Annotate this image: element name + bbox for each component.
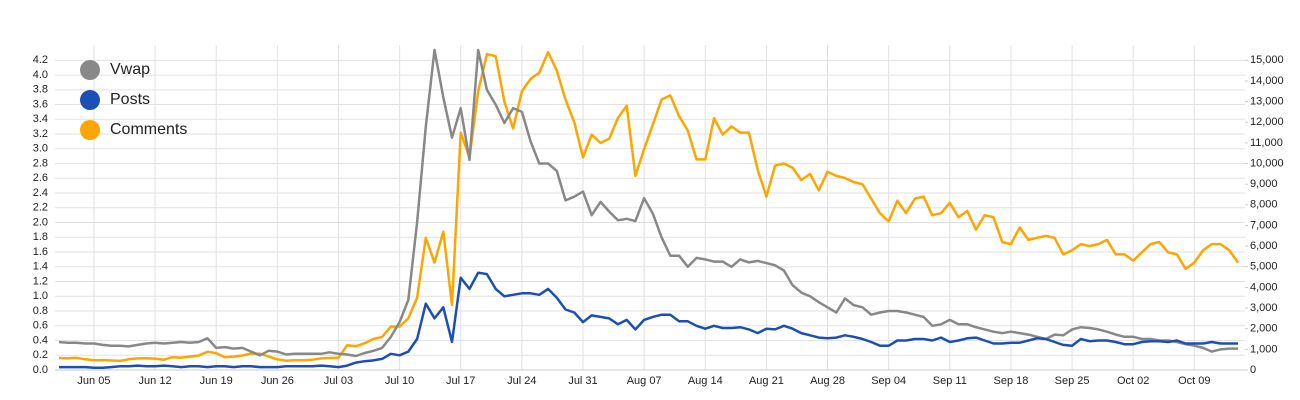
y-tick-label: 0.8 — [33, 305, 48, 317]
x-tick-label: Sep 25 — [1055, 375, 1090, 387]
y-tick-label: 3.8 — [33, 84, 48, 96]
x-tick-label: Sep 18 — [993, 375, 1028, 387]
y-tick-label: 1.2 — [33, 275, 48, 287]
y2-tick-label: 10,000 — [1250, 157, 1284, 169]
legend-label: Posts — [110, 91, 150, 108]
y-tick-label: 3.2 — [33, 128, 48, 140]
y-tick-label: 0.6 — [33, 320, 48, 332]
legend-marker — [80, 90, 100, 110]
y-tick-label: 1.4 — [33, 261, 48, 273]
x-tick-label: Jun 12 — [139, 375, 172, 387]
y2-tick-label: 8,000 — [1250, 199, 1278, 211]
y-tick-label: 1.6 — [33, 246, 48, 258]
y-tick-label: 2.8 — [33, 157, 48, 169]
y2-tick-label: 12,000 — [1250, 116, 1284, 128]
legend-label: Vwap — [110, 61, 150, 78]
x-tick-label: Sep 04 — [871, 375, 906, 387]
x-tick-label: Sep 11 — [933, 375, 967, 387]
series-line — [58, 48, 1238, 358]
y-tick-label: 3.6 — [33, 98, 48, 110]
x-tick-label: Jul 10 — [385, 375, 414, 387]
legend-marker — [80, 60, 100, 80]
y-tick-label: 1.0 — [33, 290, 48, 302]
x-tick-label: Jun 05 — [77, 375, 110, 387]
x-tick-label: Aug 07 — [627, 375, 662, 387]
y2-tick-label: 7,000 — [1250, 219, 1278, 231]
y2-tick-label: 0 — [1250, 364, 1256, 376]
x-tick-label: Jun 19 — [200, 375, 233, 387]
axes: 0.0 0.2 0.4 0.6 0.8 1.0 1.2 1.4 1.6 1.8 2.0 2.2 2.4 2… — [33, 54, 1284, 387]
y2-tick-label: 15,000 — [1250, 54, 1284, 66]
x-tick-label: Jul 31 — [568, 375, 597, 387]
y2-tick-label: 3,000 — [1250, 302, 1278, 314]
y2-tick-label: 6,000 — [1250, 240, 1278, 252]
y-tick-label: 2.2 — [33, 202, 48, 214]
y2-tick-label: 1,000 — [1250, 343, 1278, 355]
y-tick-label: 0.2 — [33, 349, 48, 361]
legend: Vwap Posts Comments — [80, 60, 187, 140]
y2-tick-label: 13,000 — [1250, 96, 1284, 108]
grid — [55, 45, 1245, 371]
y-tick-label: 0.0 — [33, 364, 48, 376]
y2-tick-label: 5,000 — [1250, 261, 1278, 273]
y-tick-label: 2.4 — [33, 187, 48, 199]
series-line — [59, 271, 1238, 370]
x-tick-label: Jul 03 — [324, 375, 353, 387]
x-tick-label: Aug 28 — [810, 375, 845, 387]
plot-area — [58, 48, 1240, 370]
legend-marker — [80, 120, 100, 140]
y-tick-label: 4.2 — [33, 54, 48, 66]
legend-label: Comments — [110, 121, 187, 138]
x-tick-label: Jun 26 — [261, 375, 294, 387]
y-tick-label: 2.0 — [33, 216, 48, 228]
y-tick-label: 3.0 — [33, 143, 48, 155]
x-tick-label: Aug 21 — [749, 375, 784, 387]
x-tick-label: Oct 09 — [1178, 375, 1210, 387]
y-tick-label: 0.4 — [33, 334, 48, 346]
x-tick-label: Jul 24 — [507, 375, 536, 387]
y-tick-label: 2.6 — [33, 172, 48, 184]
x-tick-label: Aug 14 — [688, 375, 723, 387]
x-tick-label: Oct 02 — [1117, 375, 1149, 387]
x-tick-label: Jul 17 — [446, 375, 475, 387]
y-tick-label: 1.8 — [33, 231, 48, 243]
y2-tick-label: 14,000 — [1250, 75, 1284, 87]
y2-tick-label: 9,000 — [1250, 178, 1278, 190]
y2-tick-label: 2,000 — [1250, 323, 1278, 335]
y-tick-label: 3.4 — [33, 113, 48, 125]
y-tick-label: 4.0 — [33, 69, 48, 81]
y2-tick-label: 11,000 — [1250, 137, 1283, 149]
y2-tick-label: 4,000 — [1250, 281, 1278, 293]
